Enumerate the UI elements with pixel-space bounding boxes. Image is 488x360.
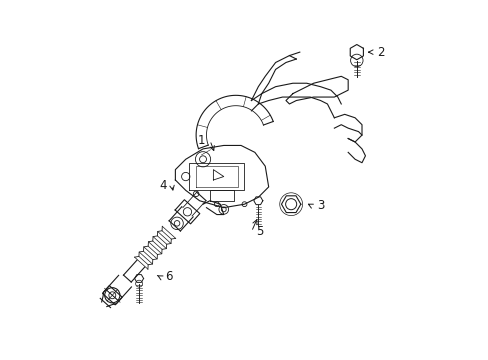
Text: 2: 2	[376, 46, 384, 59]
Text: 3: 3	[316, 199, 324, 212]
Text: 5: 5	[256, 225, 263, 238]
Text: 1: 1	[197, 134, 204, 147]
Text: 6: 6	[164, 270, 172, 283]
Text: 4: 4	[159, 179, 167, 192]
